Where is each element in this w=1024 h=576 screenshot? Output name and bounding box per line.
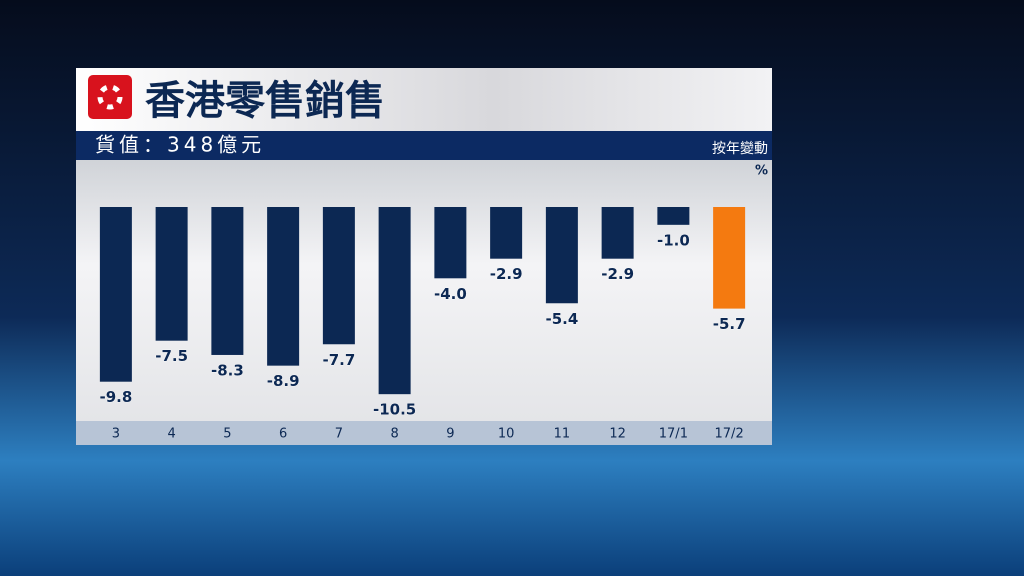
- plot-area: [76, 160, 772, 421]
- x-tick-label: 10: [498, 427, 515, 442]
- value-label: -7.5: [155, 347, 188, 365]
- x-tick-label: 4: [167, 427, 175, 442]
- x-tick-label: 17/1: [659, 427, 688, 442]
- value-label: -10.5: [373, 401, 416, 419]
- bar: [378, 207, 411, 395]
- value-label: -2.9: [601, 265, 634, 283]
- bar: [267, 207, 300, 366]
- value-label: -8.3: [211, 361, 244, 379]
- x-tick-label: 12: [609, 427, 626, 442]
- value-label: -9.8: [99, 388, 132, 406]
- subtitle-band: [76, 131, 772, 160]
- bar: [155, 207, 188, 341]
- chart-subtitle: 貨值：348億元: [95, 133, 265, 157]
- x-tick-label: 11: [554, 427, 571, 442]
- x-tick-label: 6: [279, 427, 287, 442]
- bar: [657, 207, 690, 225]
- value-label: -5.7: [713, 315, 746, 333]
- chart-title: 香港零售銷售: [145, 78, 385, 124]
- bar: [713, 207, 746, 309]
- flag-flower: [97, 84, 123, 110]
- value-label: -7.7: [322, 351, 355, 369]
- bar: [322, 207, 355, 345]
- x-tick-label: 9: [446, 427, 454, 442]
- value-label: -1.0: [657, 231, 690, 249]
- bar: [545, 207, 578, 304]
- bar: [490, 207, 523, 259]
- value-label: -2.9: [490, 265, 523, 283]
- value-label: -4.0: [434, 285, 467, 303]
- x-tick-label: 8: [390, 427, 398, 442]
- unit-label: %: [755, 164, 768, 179]
- category-band: [76, 421, 772, 445]
- x-tick-label: 17/2: [715, 427, 744, 442]
- bar: [211, 207, 244, 355]
- y-axis-label: 按年變動: [712, 141, 768, 157]
- value-label: -8.9: [267, 372, 300, 390]
- x-tick-label: 3: [112, 427, 120, 442]
- bar: [434, 207, 467, 279]
- title-band: [76, 68, 772, 131]
- bar: [99, 207, 132, 382]
- bar: [601, 207, 634, 259]
- x-tick-label: 7: [335, 427, 343, 442]
- value-label: -5.4: [545, 310, 578, 328]
- flag-icon: [88, 75, 132, 119]
- x-tick-label: 5: [223, 427, 231, 442]
